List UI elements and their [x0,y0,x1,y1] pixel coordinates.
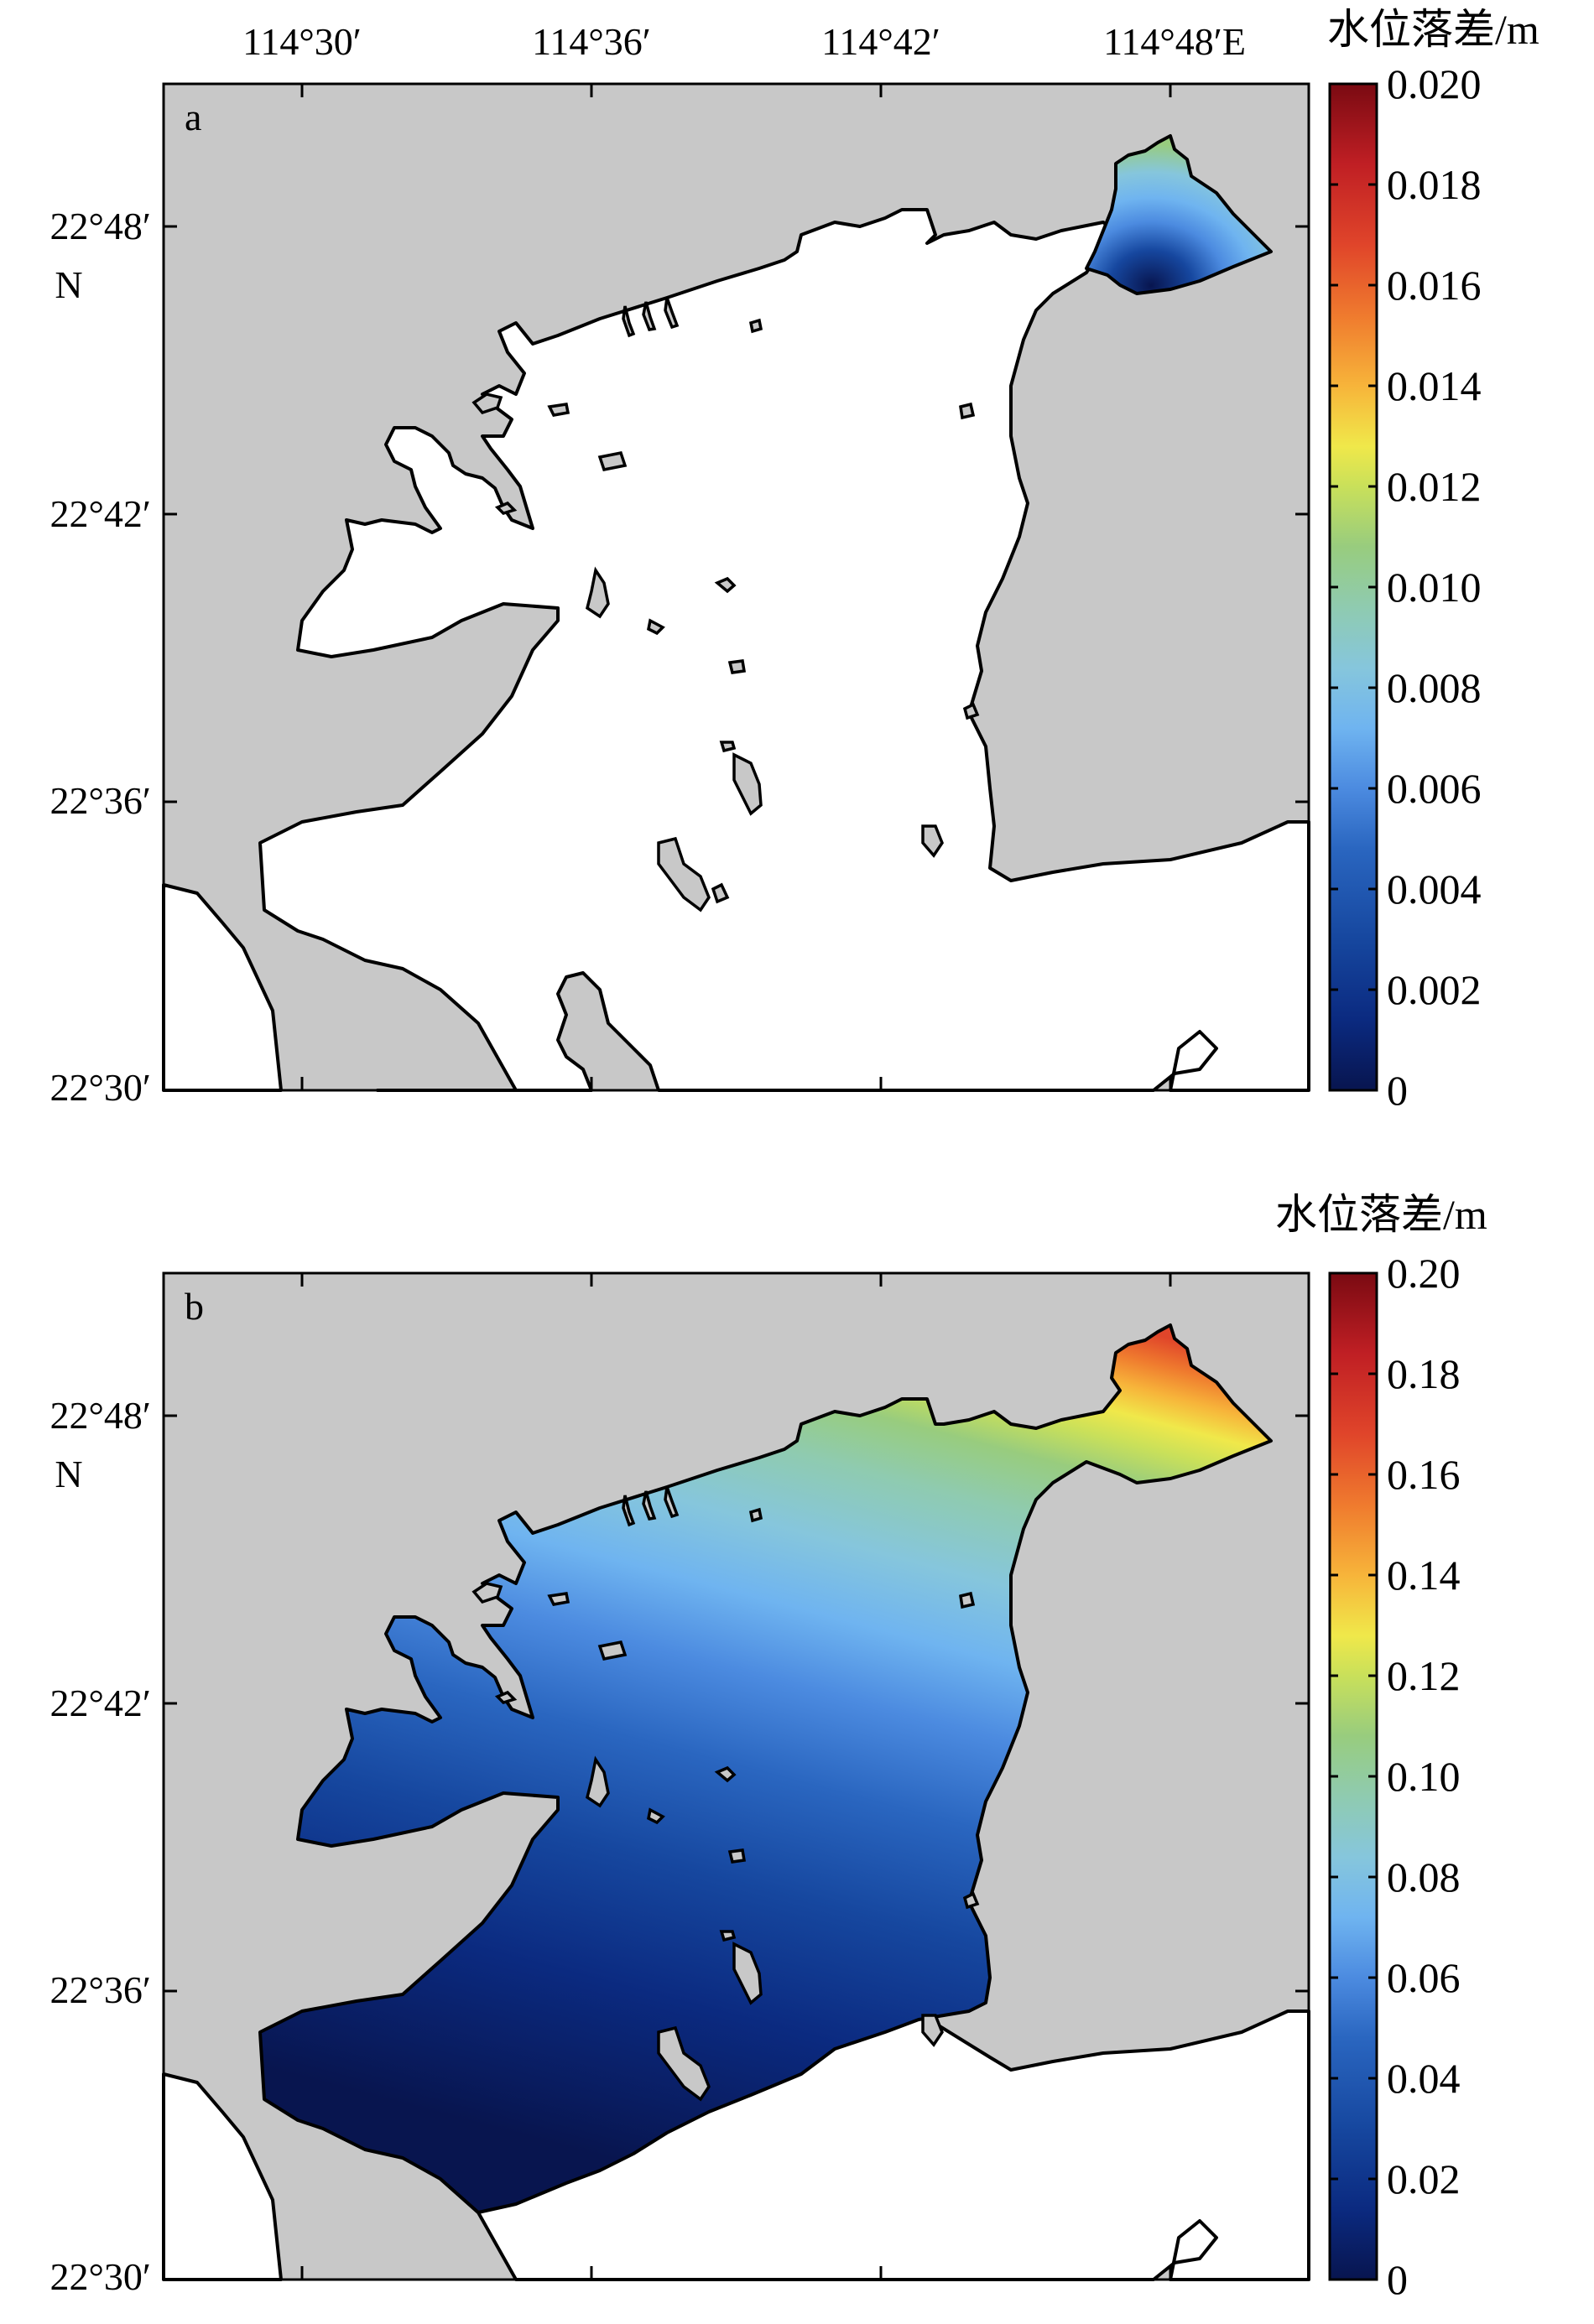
colorbar-tick-label: 0.004 [1387,866,1482,912]
colorbar-tick-label: 0.04 [1387,2055,1461,2102]
colorbar-tick-label: 0.020 [1387,60,1482,107]
colorbar-b: 水位落差/m 0.20 0.18 0.16 0.14 0.12 0.10 0.08 0.06 0… [1275,1191,1487,2303]
island [622,305,636,338]
island [647,1807,665,1825]
island [642,301,657,331]
colorbar-title: 水位落差/m [1275,1191,1487,1238]
colorbar-tick-label: 0.008 [1387,664,1482,711]
colorbar-tick-label: 0.006 [1387,765,1482,812]
island [622,1495,636,1527]
island [959,1591,976,1609]
lat-label: 22°42′ [50,492,151,535]
island [714,1765,737,1783]
island [959,402,976,420]
lon-label: 114°36′ [532,20,651,63]
island [642,1490,657,1521]
island [647,618,665,636]
island [732,1942,763,2005]
lon-label: 114°30′ [242,20,362,63]
lat-label: 22°30′ [50,2255,151,2298]
island [962,702,980,720]
island [727,1848,747,1864]
colorbar-tick-label: 0.14 [1387,1552,1461,1599]
colorbar-tick-label: 0.16 [1387,1451,1461,1498]
island [597,450,628,472]
colorbar-tick-label: 0.012 [1387,463,1482,510]
colorbar-tick-label: 0.12 [1387,1652,1461,1699]
map-frame [162,1271,1310,2281]
island [962,1891,980,1910]
colorbar-tick-label: 0 [1387,1067,1408,1114]
colorbar-tick-label: 0 [1387,2256,1408,2303]
island [494,1690,518,1704]
colorbar-tick-label: 0.08 [1387,1853,1461,1900]
island [657,836,711,912]
colorbar-tick-label: 0.06 [1387,1954,1461,2001]
panel-b: b [162,1271,1310,2281]
tick-marks [164,84,1309,1090]
colorbar-tick-label: 0.02 [1387,2155,1461,2202]
bay-field [258,1323,1273,2214]
island [664,297,680,330]
panel-letter: b [185,1285,204,1328]
island [727,659,747,674]
colorbar-title: 水位落差/m [1327,6,1539,53]
island [597,1640,628,1661]
island [719,1930,737,1942]
bay-water [162,208,1310,1092]
colorbar-a: 水位落差/m 0.020 0.018 0.016 0.014 0.012 0.010 0.0… [1327,6,1539,1114]
island [547,403,570,417]
island [586,1755,610,1808]
colorbar-tick-label: 0.016 [1387,262,1482,309]
map-frame [162,82,1310,1092]
tick-marks [164,1273,1309,2280]
island [471,1582,503,1604]
island [494,501,518,515]
lat-label: N [55,1453,82,1495]
lon-label: 114°48′E [1103,20,1246,63]
lat-label: 22°36′ [50,779,151,822]
island [657,2025,711,2102]
island [471,393,503,415]
island [719,741,737,753]
island [748,1507,763,1523]
panel-a: a [162,82,1310,1092]
island [547,1592,570,1606]
island [921,824,944,858]
colorbar-tick-label: 0.20 [1387,1250,1461,1297]
island [732,752,763,816]
colorbar-tick-label: 0.002 [1387,966,1482,1013]
lat-label: 22°36′ [50,1968,151,2011]
bay-head [1085,134,1273,295]
colorbar-tick-label: 0.018 [1387,161,1482,208]
island [714,576,737,594]
colorbar-tick-label: 0.014 [1387,362,1482,409]
lat-label: 22°48′ [50,205,151,247]
island [711,882,730,904]
island [586,566,610,619]
panel-letter: a [185,96,201,138]
island [921,2014,944,2047]
lat-label: 22°48′ [50,1394,151,1437]
lat-label: 22°30′ [50,1066,151,1109]
island [748,318,763,334]
colorbar-tick-label: 0.18 [1387,1350,1461,1397]
colorbar-tick-label: 0.010 [1387,564,1482,611]
lon-label: 114°42′ [821,20,940,63]
lat-label: 22°42′ [50,1682,151,1724]
lat-label: N [55,263,82,306]
island [664,1486,680,1519]
colorbar-tick-label: 0.10 [1387,1753,1461,1800]
